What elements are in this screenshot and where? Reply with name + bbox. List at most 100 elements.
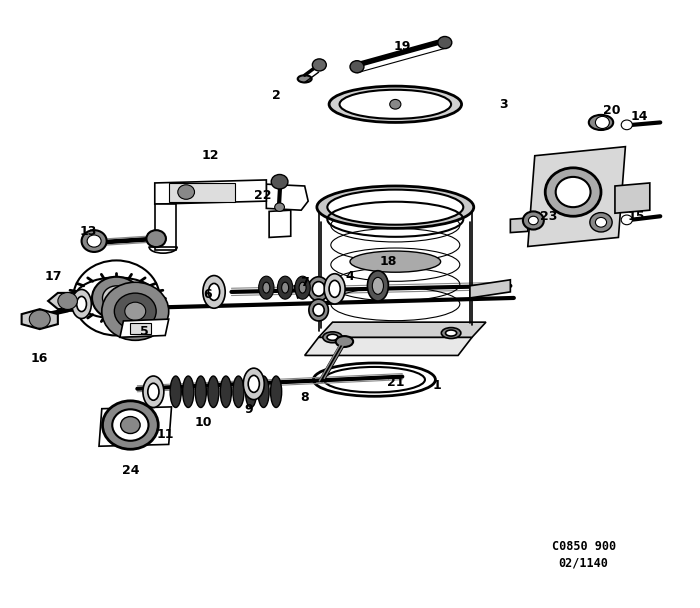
Ellipse shape bbox=[248, 375, 260, 392]
Text: 10: 10 bbox=[195, 415, 212, 429]
Circle shape bbox=[438, 36, 452, 49]
Polygon shape bbox=[528, 147, 625, 246]
Circle shape bbox=[58, 292, 78, 309]
Ellipse shape bbox=[195, 376, 206, 407]
Polygon shape bbox=[99, 407, 172, 446]
Ellipse shape bbox=[336, 336, 353, 347]
Ellipse shape bbox=[299, 282, 306, 293]
Ellipse shape bbox=[209, 283, 220, 300]
Bar bbox=[130, 323, 151, 334]
Ellipse shape bbox=[314, 363, 435, 396]
Polygon shape bbox=[22, 309, 58, 329]
Text: 18: 18 bbox=[379, 255, 397, 268]
Polygon shape bbox=[470, 280, 510, 298]
Ellipse shape bbox=[298, 75, 312, 83]
Ellipse shape bbox=[312, 282, 325, 296]
Text: 16: 16 bbox=[31, 352, 48, 365]
Ellipse shape bbox=[170, 376, 181, 407]
Ellipse shape bbox=[328, 190, 463, 225]
Ellipse shape bbox=[220, 376, 232, 407]
Circle shape bbox=[74, 260, 160, 336]
Ellipse shape bbox=[324, 367, 425, 392]
Ellipse shape bbox=[148, 383, 159, 400]
Polygon shape bbox=[48, 293, 87, 309]
Text: 21: 21 bbox=[386, 376, 404, 389]
Text: 6: 6 bbox=[203, 288, 211, 302]
Polygon shape bbox=[294, 280, 319, 298]
Text: 9: 9 bbox=[244, 404, 253, 416]
Circle shape bbox=[82, 230, 106, 252]
Ellipse shape bbox=[183, 376, 194, 407]
Ellipse shape bbox=[313, 304, 324, 316]
Ellipse shape bbox=[329, 280, 340, 297]
Polygon shape bbox=[615, 183, 650, 213]
Ellipse shape bbox=[589, 115, 613, 130]
Ellipse shape bbox=[324, 274, 345, 304]
Circle shape bbox=[87, 235, 101, 247]
Ellipse shape bbox=[329, 86, 461, 122]
Circle shape bbox=[29, 310, 50, 328]
Ellipse shape bbox=[233, 376, 244, 407]
Circle shape bbox=[271, 174, 288, 189]
Text: 02/1140: 02/1140 bbox=[559, 556, 608, 570]
Text: 19: 19 bbox=[393, 40, 411, 54]
Ellipse shape bbox=[308, 277, 329, 301]
Text: C0850 900: C0850 900 bbox=[552, 539, 615, 553]
Text: 5: 5 bbox=[140, 325, 148, 337]
Ellipse shape bbox=[441, 328, 461, 339]
Polygon shape bbox=[266, 184, 308, 210]
Circle shape bbox=[545, 168, 601, 216]
Ellipse shape bbox=[77, 297, 87, 311]
Ellipse shape bbox=[340, 90, 451, 119]
Text: 20: 20 bbox=[603, 104, 620, 117]
Ellipse shape bbox=[244, 368, 264, 399]
Ellipse shape bbox=[262, 282, 270, 293]
Circle shape bbox=[178, 185, 195, 199]
Text: 15: 15 bbox=[627, 210, 645, 223]
Circle shape bbox=[528, 216, 538, 225]
Ellipse shape bbox=[143, 376, 164, 407]
Circle shape bbox=[390, 100, 401, 109]
Ellipse shape bbox=[327, 334, 338, 340]
Text: 24: 24 bbox=[122, 464, 139, 477]
Circle shape bbox=[556, 177, 591, 207]
Circle shape bbox=[274, 203, 284, 212]
Ellipse shape bbox=[445, 330, 456, 336]
Text: 17: 17 bbox=[45, 271, 62, 283]
Circle shape bbox=[112, 409, 148, 441]
Ellipse shape bbox=[270, 376, 281, 407]
Ellipse shape bbox=[72, 289, 91, 319]
Text: 13: 13 bbox=[80, 225, 97, 238]
Circle shape bbox=[350, 61, 364, 73]
Text: 2: 2 bbox=[272, 89, 281, 102]
Circle shape bbox=[596, 218, 607, 227]
Ellipse shape bbox=[372, 277, 384, 294]
Text: 14: 14 bbox=[631, 110, 648, 123]
Circle shape bbox=[102, 286, 130, 310]
Circle shape bbox=[92, 277, 141, 319]
Text: 7: 7 bbox=[300, 276, 309, 289]
Polygon shape bbox=[120, 319, 169, 337]
Ellipse shape bbox=[323, 332, 342, 343]
Circle shape bbox=[590, 213, 612, 232]
Ellipse shape bbox=[246, 376, 257, 407]
Text: 23: 23 bbox=[540, 210, 557, 223]
Text: 11: 11 bbox=[157, 427, 174, 441]
Circle shape bbox=[125, 302, 146, 320]
Circle shape bbox=[102, 401, 158, 449]
Text: 22: 22 bbox=[254, 188, 272, 202]
Circle shape bbox=[621, 120, 632, 130]
Text: 12: 12 bbox=[202, 149, 219, 162]
Text: 1: 1 bbox=[433, 379, 442, 392]
Ellipse shape bbox=[281, 282, 288, 293]
Ellipse shape bbox=[295, 276, 310, 299]
Polygon shape bbox=[155, 204, 176, 249]
Ellipse shape bbox=[368, 271, 388, 301]
Polygon shape bbox=[318, 322, 486, 337]
Ellipse shape bbox=[277, 276, 293, 299]
Polygon shape bbox=[155, 180, 266, 204]
Circle shape bbox=[114, 293, 156, 330]
Circle shape bbox=[120, 416, 140, 434]
Polygon shape bbox=[269, 210, 290, 238]
Polygon shape bbox=[304, 337, 472, 356]
